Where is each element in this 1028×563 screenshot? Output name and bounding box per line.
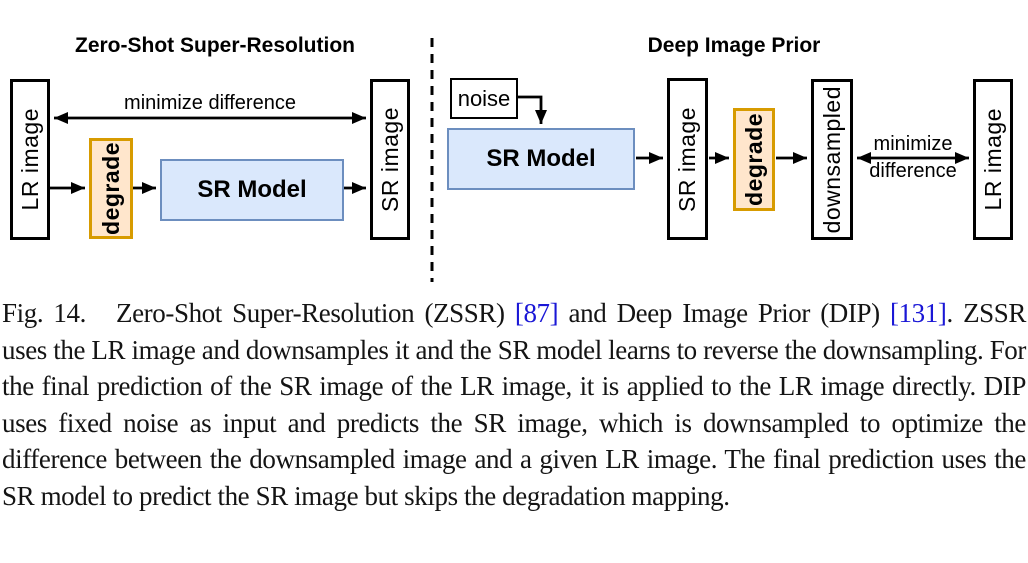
- caption-text-part1: Zero-Shot Super-Resolution (ZSSR): [116, 298, 515, 328]
- zssr-lr-image-label: LR image: [16, 108, 43, 211]
- dip-lr-image-label: LR image: [979, 108, 1006, 211]
- dip-arrow-noise-to-model: [518, 95, 547, 124]
- caption-text-part3: . ZSSR uses the LR image and downsamples…: [2, 298, 1027, 511]
- zssr-minimize-difference-label: minimize difference: [124, 92, 296, 114]
- zssr-degrade-label: degrade: [97, 142, 124, 235]
- citation-link-87[interactable]: [87]: [514, 298, 559, 328]
- figure-diagram: Zero-Shot Super-Resolution Deep Image Pr…: [10, 34, 1013, 282]
- figure-label: Fig. 14.: [2, 298, 86, 328]
- dip-noise-label: noise: [457, 85, 511, 111]
- zssr-sr-model-label: SR Model: [197, 176, 307, 203]
- zssr-sr-image-box: SR image: [370, 79, 410, 240]
- caption-text-part2: and Deep Image Prior (DIP): [558, 298, 890, 328]
- dip-downsampled-box: downsampled: [811, 79, 853, 240]
- zssr-lr-image-box: LR image: [10, 79, 50, 240]
- dip-sr-model-label: SR Model: [486, 145, 596, 172]
- dip-sr-model-box: SR Model: [447, 128, 635, 190]
- dip-downsampled-label: downsampled: [818, 85, 845, 234]
- dip-noise-box: noise: [450, 78, 518, 119]
- zssr-sr-image-label: SR image: [376, 107, 403, 212]
- dip-sr-image-label: SR image: [674, 106, 700, 212]
- dip-degrade-box: degrade: [733, 108, 775, 211]
- zssr-sr-model-box: SR Model: [160, 159, 344, 221]
- zssr-degrade-box: degrade: [89, 138, 133, 239]
- figure-caption: Fig. 14. Zero-Shot Super-Resolution (ZSSR…: [2, 295, 1026, 514]
- dip-minimize-line2: difference: [869, 160, 957, 182]
- arrow-layer: [50, 38, 969, 282]
- dip-sr-image-box: SR image: [667, 78, 708, 240]
- zssr-panel-title: Zero-Shot Super-Resolution: [75, 34, 355, 57]
- dip-minimize-difference-label: minimize difference: [849, 131, 977, 185]
- dip-minimize-line1: minimize: [873, 133, 953, 155]
- dip-panel-title: Deep Image Prior: [647, 34, 821, 57]
- dip-degrade-label: degrade: [740, 113, 767, 206]
- dip-lr-image-box: LR image: [973, 79, 1013, 240]
- citation-link-131[interactable]: [131]: [889, 298, 947, 328]
